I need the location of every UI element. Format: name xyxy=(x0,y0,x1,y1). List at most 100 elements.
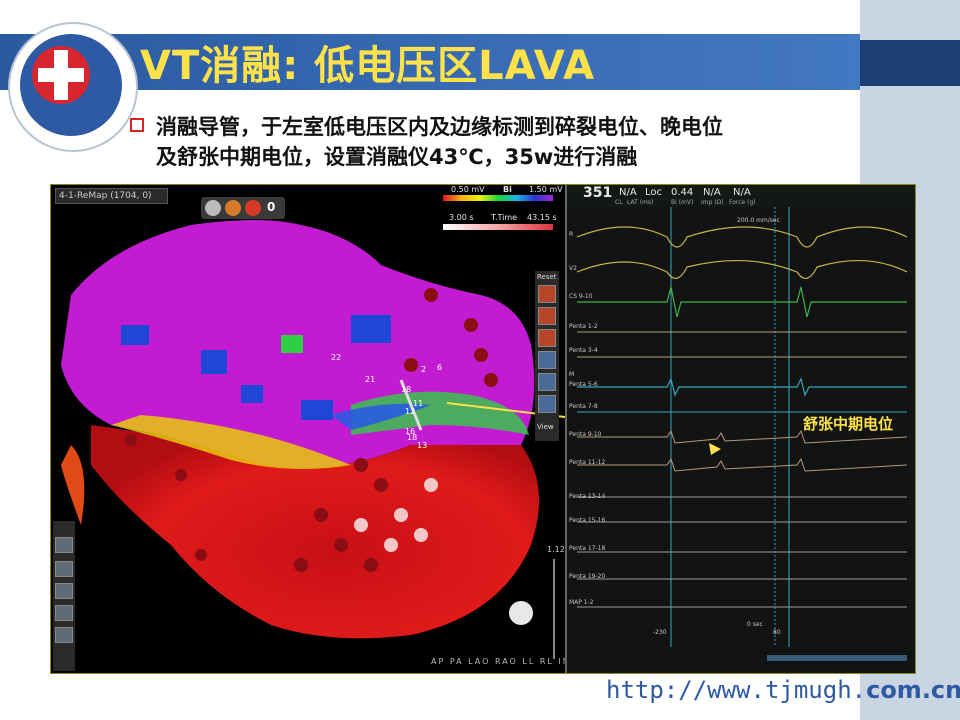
website-url[interactable]: http://www.tjmugh.com.cn xyxy=(606,676,960,704)
map-border-zone-blue xyxy=(331,403,431,430)
sweep-speed: 200.0 mm/sec xyxy=(737,217,780,224)
imp-label: Imp (Ω) xyxy=(701,199,724,206)
channel-label: Penta 5-6 xyxy=(569,381,598,388)
map-point-label: 18 xyxy=(401,385,412,394)
map-island xyxy=(351,315,391,343)
left-tool-4[interactable] xyxy=(55,627,73,643)
ablation-point xyxy=(314,508,328,522)
view-button-4[interactable] xyxy=(538,351,556,369)
map-left-patch xyxy=(61,445,85,525)
reset-button[interactable]: Reset xyxy=(537,273,557,281)
volt-low-label: 0.50 mV xyxy=(451,185,485,194)
map-island xyxy=(201,350,227,374)
ablation-point-pale xyxy=(394,508,408,522)
channel-label: Penta 17-18 xyxy=(569,545,606,552)
view-button-6[interactable] xyxy=(538,395,556,413)
ablation-point-pale xyxy=(414,528,428,542)
egm-scrollbar[interactable] xyxy=(767,655,907,661)
hospital-logo xyxy=(8,22,138,152)
tag-icon[interactable] xyxy=(245,200,261,216)
ablation-point xyxy=(125,434,137,446)
zoom-value: 1.12 xyxy=(547,545,565,554)
map-left-toolbar xyxy=(53,521,75,671)
logo-cross-h xyxy=(38,68,84,82)
annotation-arrow-icon xyxy=(709,443,721,455)
channel-label: Penta 1-2 xyxy=(569,323,598,330)
time-left: -230 xyxy=(653,629,667,636)
map-point-label: 6 xyxy=(437,363,443,372)
tool-count: 0 xyxy=(267,200,276,214)
view-button-5[interactable] xyxy=(538,373,556,391)
map-island xyxy=(281,335,303,353)
ablation-point xyxy=(364,558,378,572)
view-button-2[interactable] xyxy=(538,307,556,325)
ablation-point-pale xyxy=(424,478,438,492)
map-side-toolbar: Reset View xyxy=(535,271,559,441)
map-point-label: 18 xyxy=(407,433,418,442)
bi-value: 0.44 xyxy=(671,187,694,198)
left-tool-1[interactable] xyxy=(55,561,73,577)
orientation-head-icon xyxy=(509,601,533,625)
channel-label: Penta 19-20 xyxy=(569,573,606,580)
channel-label: Penta 7-8 xyxy=(569,403,598,410)
map-low-voltage-region xyxy=(91,425,539,639)
map-tool-bar: 0 xyxy=(201,197,285,219)
bullet-checkbox-icon xyxy=(130,118,144,132)
time-low-label: 3.00 s xyxy=(449,213,474,222)
ablation-point xyxy=(334,538,348,552)
ablation-point-pale xyxy=(354,518,368,532)
ablation-point xyxy=(294,558,308,572)
view-menu-button[interactable]: View xyxy=(537,423,554,431)
bullet-line-2: 及舒张中期电位，设置消融仪43℃，35w进行消融 xyxy=(156,145,638,169)
map-point-label: 16 xyxy=(405,427,416,436)
egm-panel: 351 CL N/A LAT (ms) Loc 0.44 Bi (mV) N/A… xyxy=(565,185,915,673)
cycle-length-value: 351 xyxy=(583,185,613,201)
view-orientation-buttons[interactable]: AP PA LAO RAO LL RL INF SUP xyxy=(431,657,565,666)
channel-label: V2 xyxy=(569,265,577,272)
channel-label: MAP 1-2 xyxy=(569,599,594,606)
pause-button[interactable] xyxy=(55,537,73,553)
volt-mode-label: Bi xyxy=(503,185,512,194)
ablation-point xyxy=(354,458,368,472)
channel-label: R xyxy=(569,231,574,238)
trace-ecg-v2 xyxy=(576,259,908,279)
time-right: 80 xyxy=(773,629,781,636)
map-point-label: 21 xyxy=(365,375,376,384)
view-button-3[interactable] xyxy=(538,329,556,347)
heart-icon[interactable] xyxy=(225,200,241,216)
imp-value: N/A xyxy=(703,187,721,198)
catheter-shaft xyxy=(399,379,423,431)
volt-high-label: 1.50 mV xyxy=(529,185,563,194)
view-button-1[interactable] xyxy=(538,285,556,303)
channel-label: M xyxy=(569,371,575,378)
time-high-label: 43.15 s xyxy=(527,213,557,222)
egm-traces xyxy=(576,207,908,647)
ablation-point xyxy=(195,549,207,561)
map-point-label: 13 xyxy=(417,441,428,450)
lat-label: LAT (ms) xyxy=(627,199,654,206)
channel-label: Penta 9-10 xyxy=(569,431,602,438)
left-tool-2[interactable] xyxy=(55,583,73,599)
slide-title: VT消融: 低电压区LAVA xyxy=(140,43,596,89)
map-point-label: 12 xyxy=(405,407,416,416)
title-bar xyxy=(0,34,860,90)
voltage-map-panel: 4-1-ReMap (1704, 0) 0 0.50 mV Bi 1.50 mV… xyxy=(51,185,565,673)
bi-label: Bi (mV) xyxy=(671,199,694,206)
channel-label: CS 9-10 xyxy=(569,293,593,300)
url-suffix: com.cn xyxy=(866,676,960,704)
map-point-label: 11 xyxy=(413,399,424,408)
lat-value: N/A xyxy=(619,187,637,198)
force-label: Force (g) xyxy=(729,199,756,206)
ablation-point xyxy=(484,373,498,387)
trace-ecg-r xyxy=(576,226,908,248)
map-island xyxy=(301,400,333,420)
trace-penta-11-12 xyxy=(577,457,908,472)
trace-cs xyxy=(577,286,907,318)
zoom-slider[interactable] xyxy=(553,559,555,659)
mid-diastolic-annotation: 舒张中期电位 xyxy=(803,415,894,433)
left-tool-3[interactable] xyxy=(55,605,73,621)
map-dropdown[interactable]: 4-1-ReMap (1704, 0) xyxy=(55,188,168,204)
sphere-icon[interactable] xyxy=(205,200,221,216)
trace-penta-9-10 xyxy=(577,429,908,444)
channel-label: Penta 3-4 xyxy=(569,347,598,354)
